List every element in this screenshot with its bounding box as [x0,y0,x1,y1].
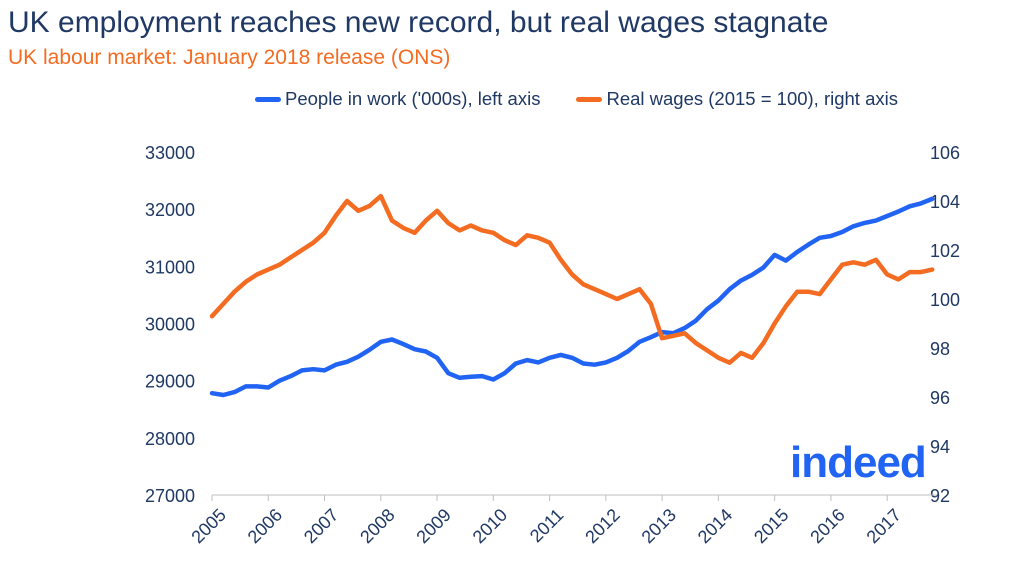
indeed-logo: indeed [790,438,927,487]
series-line-wages [209,193,935,365]
left-axis-tick-label: 30000 [145,315,195,335]
series-line-employment [209,196,935,398]
left-axis-ticks: 27000 28000 29000 30000 31000 32000 33000 [145,143,195,506]
legend-item-employment: People in work ('000s), left axis [255,88,540,110]
x-axis-tick-label: 2006 [244,505,286,547]
x-axis-tick-label: 2009 [412,505,454,547]
right-axis-tick-label: 96 [930,388,950,408]
x-axis-tick-label: 2008 [356,505,398,547]
x-axis-tick-label: 2015 [750,505,792,547]
right-axis-tick-label: 106 [930,143,960,163]
left-axis-tick-label: 32000 [145,200,195,220]
right-axis-tick-label: 102 [930,241,960,261]
legend-item-wages: Real wages (2015 = 100), right axis [576,88,898,110]
right-axis-tick-label: 100 [930,290,960,310]
chart-title: UK employment reaches new record, but re… [8,6,829,39]
right-axis-tick-label: 98 [930,339,950,359]
x-axis-tick-label: 2016 [806,505,848,547]
x-axis-ticks: 2005 2006 2007 2008 2009 2010 2011 2012 2013 2014… [187,495,905,547]
legend-label-employment: People in work ('000s), left axis [285,88,541,109]
legend-swatch-employment [255,96,281,102]
x-axis-tick-label: 2011 [526,505,568,547]
left-axis-tick-label: 28000 [145,429,195,449]
left-axis-tick-label: 29000 [145,372,195,392]
left-axis-tick-label: 27000 [145,486,195,506]
x-axis-tick-label: 2010 [469,505,511,547]
x-axis-tick-label: 2017 [863,505,905,547]
x-axis-tick-label: 2005 [187,505,229,547]
right-axis-ticks: 92 94 96 98 100 102 104 106 [930,143,960,506]
x-axis-tick-label: 2007 [300,505,342,547]
x-axis-tick-label: 2012 [581,505,623,547]
legend-swatch-wages [576,96,603,102]
right-axis-tick-label: 104 [930,192,960,212]
right-axis-tick-label: 94 [930,437,950,457]
series-layer [209,193,935,398]
legend-label-wages: Real wages (2015 = 100), right axis [606,88,898,109]
x-axis-tick-label: 2013 [638,505,680,547]
left-axis-tick-label: 31000 [145,257,195,277]
legend: People in work ('000s), left axis Real w… [255,88,898,110]
x-axis-tick-label: 2014 [694,505,736,547]
chart-subtitle: UK labour market: January 2018 release (… [8,46,451,69]
left-axis-tick-label: 33000 [145,143,195,163]
right-axis-tick-label: 92 [930,486,950,506]
